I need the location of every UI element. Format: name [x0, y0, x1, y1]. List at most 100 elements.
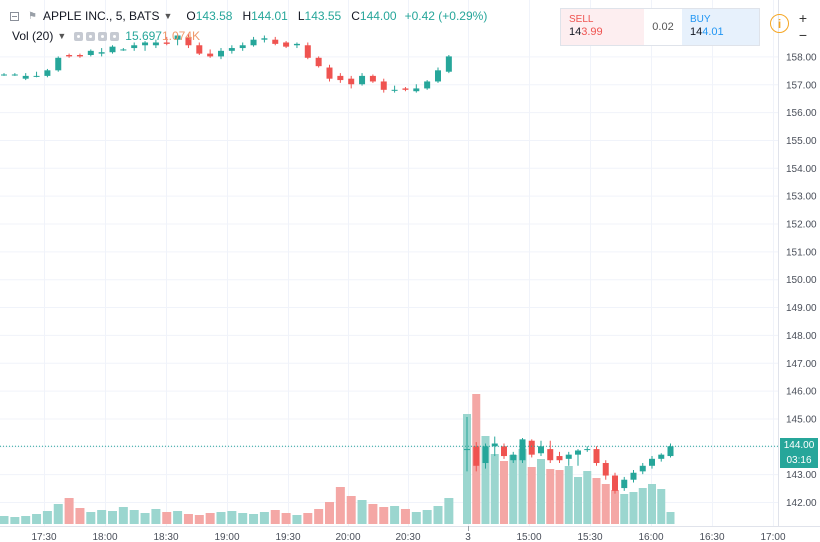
more-icon[interactable] [98, 31, 108, 41]
volume-bar [411, 512, 421, 524]
volume-bar [151, 509, 161, 524]
volume-bar [379, 507, 389, 524]
high-value: 144.01 [251, 9, 288, 23]
volume-bar [205, 513, 215, 524]
volume-bars [0, 394, 675, 524]
legend-header: ⚑ APPLE INC., 5, BATS ▼ O 143.58 H 144.0… [0, 6, 487, 26]
price-tick-label: 145.00 [786, 414, 817, 425]
time-tick-label: 20:00 [335, 532, 360, 542]
volume-bar [592, 478, 601, 524]
candle-body [445, 56, 452, 72]
close-value: 144.00 [359, 9, 397, 23]
volume-bar [129, 510, 139, 524]
candle-body [510, 454, 517, 461]
candle-body [98, 52, 105, 54]
volume-bar [555, 470, 564, 524]
volume-bar [481, 436, 490, 524]
volume-bar [400, 509, 410, 524]
volume-bar [42, 511, 52, 524]
time-tick-label: 15:30 [577, 532, 602, 542]
candle-body [575, 450, 581, 455]
zoom-out-button[interactable]: − [798, 27, 808, 43]
volume-bar [335, 487, 345, 524]
candle-body [584, 449, 591, 451]
collapse-legend-icon[interactable] [10, 11, 19, 21]
candle-body [131, 45, 138, 49]
volume-bar [194, 515, 204, 524]
price-tick-label: 157.00 [786, 80, 817, 91]
candle-body [359, 75, 366, 85]
candle-body [207, 53, 214, 57]
volume-bar [21, 516, 31, 524]
volume-bar [509, 455, 518, 524]
time-tick-label: 16:00 [638, 532, 663, 542]
volume-title[interactable]: Vol (20) [12, 29, 54, 43]
chevron-down-icon[interactable]: ▼ [57, 31, 67, 41]
volume-legend: Vol (20) ▼ 15.697 1.074K [12, 28, 200, 44]
price-tick-label: 152.00 [786, 220, 817, 231]
volume-bar [657, 489, 666, 524]
candle-body [272, 39, 279, 44]
time-tick-label: 17:00 [760, 532, 785, 542]
volume-bar [249, 514, 259, 524]
volume-bar [238, 513, 248, 524]
sell-button[interactable]: SELL 143.99 [561, 9, 644, 45]
volume-bar [314, 509, 324, 524]
candle-body [163, 42, 170, 44]
candle-body [11, 74, 18, 76]
price-tick-label: 142.00 [786, 498, 817, 509]
candle-body [152, 42, 159, 46]
candle-body [109, 46, 116, 53]
volume-bar [422, 510, 432, 524]
candle-body [519, 439, 526, 461]
price-tick-label: 146.00 [786, 387, 817, 398]
volume-bar [601, 484, 610, 524]
candle-body [593, 449, 600, 464]
volume-bar [64, 498, 74, 524]
low-value: 143.55 [304, 9, 342, 23]
candle-body [283, 42, 290, 47]
volume-ma-value: 1.074K [161, 29, 201, 43]
zoom-in-button[interactable]: + [798, 10, 808, 26]
volume-bar [325, 502, 334, 524]
candle-body [501, 446, 507, 457]
info-icon[interactable]: i [770, 14, 789, 33]
candle-body [667, 446, 674, 457]
candle-body [66, 55, 73, 57]
volume-bar [500, 461, 508, 524]
volume-value: 15.697 [125, 29, 162, 43]
price-tick-label: 150.00 [786, 275, 817, 286]
buy-label: BUY [690, 14, 711, 25]
price-tick-label: 147.00 [786, 359, 817, 370]
volume-bar [357, 500, 367, 524]
volume-bar [537, 459, 545, 524]
volume-bar [629, 492, 638, 524]
time-axis: 17:30 18:00 18:30 19:00 19:30 20:00 20:30 3 15:0… [31, 526, 786, 542]
open-value: 143.58 [195, 9, 233, 23]
visibility-icon[interactable] [74, 31, 84, 41]
volume-bar [546, 469, 555, 524]
flag-icon[interactable]: ⚑ [28, 10, 37, 22]
candle-body [464, 449, 470, 451]
volume-bar [518, 449, 527, 524]
buy-button[interactable]: BUY 144.01 [682, 9, 759, 45]
chart-grid [0, 0, 778, 526]
symbol-title[interactable]: APPLE INC., 5, BATS [43, 9, 160, 23]
volume-bar [490, 454, 499, 524]
candle-body [528, 440, 535, 455]
candle-body [304, 45, 311, 58]
high-label: H [242, 9, 252, 23]
volume-bar [648, 484, 656, 524]
candle-body [413, 88, 420, 92]
last-price-tag: 144.00 [780, 438, 818, 454]
close-icon[interactable] [110, 31, 120, 41]
candle-body [491, 443, 498, 447]
candle-body [250, 39, 257, 46]
chevron-down-icon[interactable]: ▼ [163, 11, 173, 21]
volume-bar [97, 510, 107, 524]
price-tick-label: 143.00 [786, 470, 817, 481]
candle-body [76, 55, 83, 57]
settings-icon[interactable] [86, 31, 96, 41]
candle-body [228, 48, 235, 51]
